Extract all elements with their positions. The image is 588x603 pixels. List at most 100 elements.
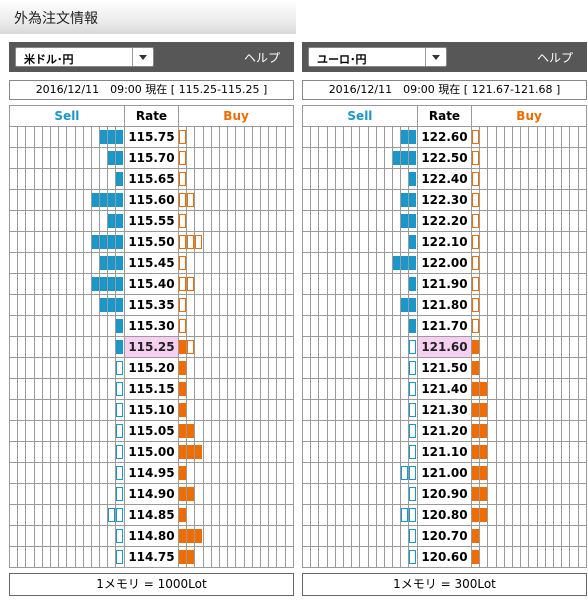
sell-cell	[318, 525, 328, 547]
sell-order-block	[108, 214, 116, 228]
sell-cell	[74, 189, 84, 211]
sell-cell	[17, 462, 27, 484]
sell-cell	[25, 189, 35, 211]
sell-cell	[82, 525, 92, 547]
sell-cell	[392, 399, 402, 421]
sell-cell	[375, 147, 385, 169]
sell-cell	[367, 399, 377, 421]
buy-cell	[561, 546, 571, 568]
buy-cell	[487, 294, 497, 316]
rate-cell: 121.70	[416, 315, 473, 337]
buy-cell	[268, 504, 278, 526]
sell-cell	[334, 231, 344, 253]
sell-cell	[8, 336, 19, 358]
buy-cell	[210, 399, 221, 421]
sell-cell	[41, 546, 51, 568]
chevron-down-icon[interactable]	[132, 48, 153, 66]
buy-cell	[210, 294, 221, 316]
sell-cell	[326, 315, 336, 337]
sell-column-header: Sell	[9, 105, 125, 127]
sell-cell	[408, 294, 418, 316]
currency-pair-select[interactable]: 米ドル･円	[15, 47, 154, 67]
rate-cell: 120.80	[416, 504, 473, 526]
buy-cell	[210, 504, 221, 526]
sell-cell	[115, 462, 125, 484]
sell-cell	[58, 273, 68, 295]
sell-cell	[318, 126, 328, 148]
sell-cell	[326, 126, 336, 148]
buy-cell	[259, 252, 270, 274]
sell-cell	[301, 252, 312, 274]
buy-cell	[235, 147, 245, 169]
buy-order-block-empty	[472, 277, 480, 291]
sell-cell	[408, 168, 418, 190]
help-link[interactable]: ヘルプ	[536, 51, 573, 65]
sell-cell	[351, 399, 361, 421]
buy-cell	[210, 126, 221, 148]
sell-cell	[41, 294, 51, 316]
buy-cell	[536, 168, 546, 190]
chevron-down-icon[interactable]	[425, 48, 446, 66]
sell-cell	[400, 378, 410, 400]
sell-cell	[41, 126, 51, 148]
rate-cell: 115.10	[123, 399, 180, 421]
sell-cell	[342, 483, 353, 505]
buy-cell	[544, 378, 554, 400]
buy-cell	[544, 273, 554, 295]
buy-order-block-empty	[179, 319, 187, 333]
buy-cell	[536, 147, 546, 169]
buy-cell	[495, 147, 505, 169]
sell-cell	[326, 168, 336, 190]
order-book-row: 121.20	[301, 420, 588, 442]
sell-cell	[33, 483, 43, 505]
buy-cell	[219, 399, 229, 421]
sell-cell	[383, 462, 394, 484]
sell-cell	[49, 189, 60, 211]
buy-cell	[512, 336, 522, 358]
buy-cell	[284, 189, 295, 211]
buy-cell	[552, 462, 563, 484]
sell-cell	[375, 231, 385, 253]
sell-cell	[66, 441, 76, 463]
buy-cell	[243, 441, 253, 463]
buy-cell	[561, 504, 571, 526]
buy-cell	[268, 273, 278, 295]
buy-cell	[194, 336, 204, 358]
buy-cell	[552, 252, 563, 274]
buy-order-block	[480, 487, 488, 501]
buy-cell	[495, 294, 505, 316]
buy-cell	[259, 546, 270, 568]
rate-cell: 115.15	[123, 378, 180, 400]
buy-cell	[495, 378, 505, 400]
sell-cell	[115, 273, 125, 295]
sell-cell	[392, 126, 402, 148]
sell-order-block-empty	[116, 466, 124, 480]
buy-cell	[577, 147, 588, 169]
buy-cell	[487, 252, 497, 274]
buy-cell	[202, 420, 212, 442]
currency-pair-select[interactable]: ユーロ･円	[308, 47, 447, 67]
buy-cell	[561, 315, 571, 337]
sell-cell	[359, 378, 369, 400]
buy-cell	[284, 210, 295, 232]
order-book-row: 121.10	[301, 441, 588, 463]
sell-cell	[318, 189, 328, 211]
sell-cell	[375, 315, 385, 337]
buy-cell	[528, 336, 538, 358]
sell-order-block	[401, 130, 409, 144]
sell-cell	[66, 525, 76, 547]
sell-cell	[99, 399, 109, 421]
sell-cell	[375, 483, 385, 505]
sell-cell	[33, 126, 43, 148]
sell-cell	[58, 378, 68, 400]
buy-cell	[561, 252, 571, 274]
sell-cell	[342, 462, 353, 484]
buy-cell	[503, 315, 514, 337]
buy-cell	[569, 273, 579, 295]
buy-cell	[227, 315, 237, 337]
sell-cell	[367, 504, 377, 526]
help-link[interactable]: ヘルプ	[243, 51, 280, 65]
buy-cell	[259, 315, 270, 337]
sell-cell	[392, 525, 402, 547]
sell-cell	[25, 441, 35, 463]
